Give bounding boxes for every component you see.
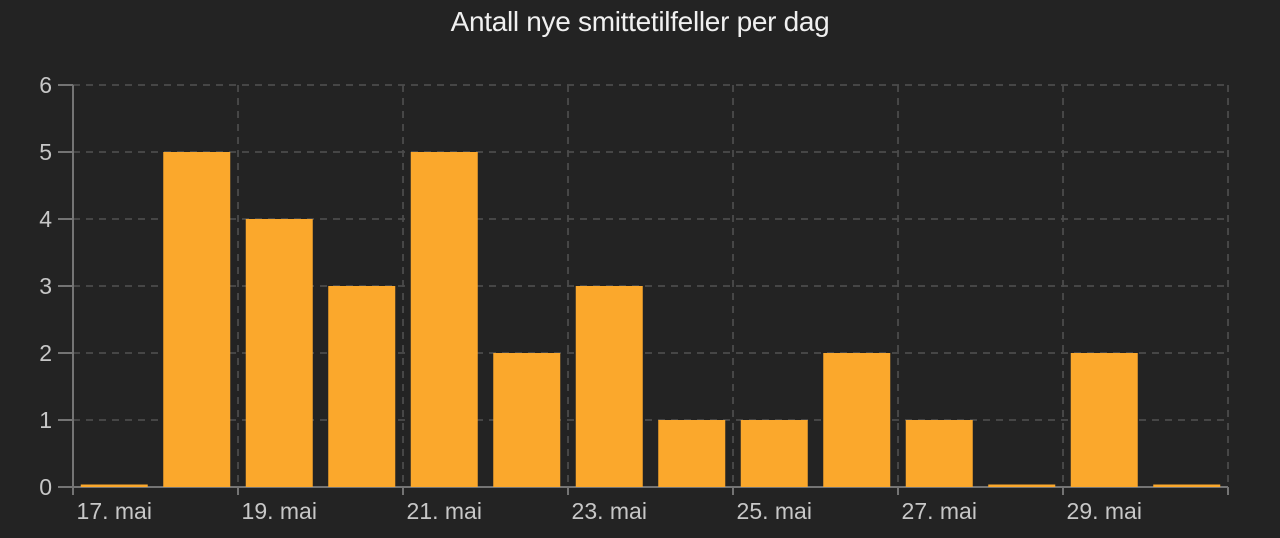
bar-19-mai[interactable] [245,219,313,487]
bar-18-mai[interactable] [163,152,231,487]
bar-28-mai[interactable] [988,484,1056,488]
bar-26-mai[interactable] [823,353,891,487]
y-tick-label-2: 2 [39,340,52,366]
bar-20-mai[interactable] [328,286,396,487]
x-tick-label-23-mai: 23. mai [572,498,647,524]
bar-24-mai[interactable] [658,420,726,487]
bar-22-mai[interactable] [493,353,561,487]
bar-23-mai[interactable] [575,286,643,487]
chart-title: Antall nye smittetilfeller per dag [450,6,830,37]
y-tick-label-3: 3 [39,273,52,299]
x-tick-label-25-mai: 25. mai [737,498,812,524]
y-tick-label-5: 5 [39,139,52,165]
bar-27-mai[interactable] [905,420,973,487]
y-tick-label-4: 4 [39,206,52,232]
x-tick-label-17-mai: 17. mai [77,498,152,524]
bar-25-mai[interactable] [740,420,808,487]
y-tick-label-6: 6 [39,72,52,98]
x-tick-label-29-mai: 29. mai [1067,498,1142,524]
bar-17-mai[interactable] [80,484,148,488]
x-tick-label-21-mai: 21. mai [407,498,482,524]
y-tick-label-1: 1 [39,407,52,433]
x-tick-label-19-mai: 19. mai [242,498,317,524]
bar-21-mai[interactable] [410,152,478,487]
y-tick-label-0: 0 [39,474,52,500]
bar-30-mai[interactable] [1153,484,1221,488]
bar-29-mai[interactable] [1070,353,1138,487]
x-tick-label-27-mai: 27. mai [902,498,977,524]
